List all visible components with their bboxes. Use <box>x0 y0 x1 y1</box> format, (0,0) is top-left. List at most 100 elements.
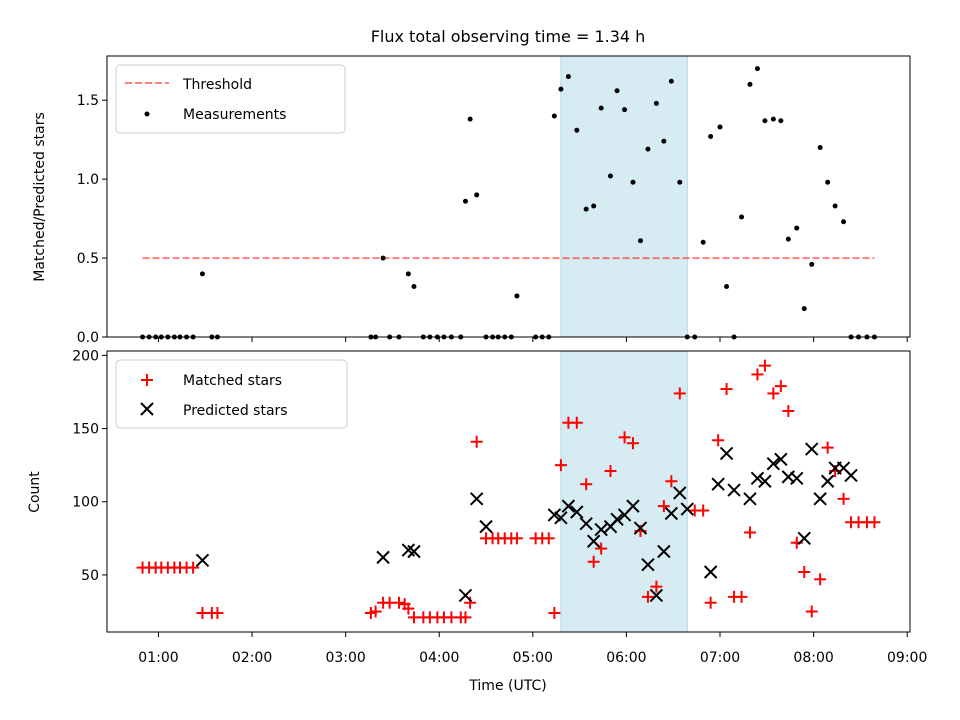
matched-star-point <box>626 437 639 450</box>
matched-star-point <box>641 590 654 603</box>
measurement-point <box>762 118 768 124</box>
measurement-point <box>668 78 674 84</box>
matched-star-point <box>821 441 834 454</box>
bottom-x-tick-label: 04:00 <box>419 650 459 666</box>
predicted-star-point <box>469 492 484 506</box>
bottom-x-ticks: 01:00 02:00 03:00 04:00 05:00 06:00 07:00 08:00… <box>138 632 927 666</box>
predicted-star-point <box>766 456 781 471</box>
predicted-star-point <box>195 553 210 567</box>
measurement-point <box>739 214 745 220</box>
measurement-point <box>770 116 776 122</box>
matched-star-point <box>767 387 780 400</box>
measurement-point <box>199 271 205 277</box>
matched-star-point <box>510 532 523 545</box>
measurement-point <box>614 88 620 94</box>
predicted-star-point <box>750 471 765 486</box>
legend-matched-label: Matched stars <box>183 373 282 389</box>
predicted-star-point <box>743 492 757 506</box>
predicted-star-point <box>586 534 601 548</box>
matched-star-point <box>712 434 725 447</box>
matched-star-point <box>751 368 764 381</box>
matched-star-point <box>774 380 787 393</box>
measurement-point <box>747 81 753 87</box>
matched-star-point <box>393 596 405 609</box>
measurement-point <box>801 306 807 312</box>
measurement-point <box>411 283 417 289</box>
measurement-point <box>661 138 667 144</box>
matched-star-point <box>542 532 555 545</box>
measurement-point <box>405 271 411 277</box>
measurement-point <box>630 179 636 185</box>
bottom-shaded-span <box>560 350 688 633</box>
matched-star-point <box>595 542 608 555</box>
measurement-point <box>817 145 823 151</box>
top-legend-box <box>115 64 346 134</box>
bottom-x-tick-label: 01:00 <box>138 650 178 666</box>
measurement-point <box>622 107 628 113</box>
top-plot-frame <box>106 55 911 338</box>
predicted-star-point <box>790 471 804 486</box>
measurement-point <box>708 134 714 140</box>
matched-star-point <box>868 516 881 529</box>
measurement-point <box>574 127 580 133</box>
measurement-point <box>645 146 651 152</box>
predicted-star-point <box>844 468 858 483</box>
predicted-star-point <box>820 474 835 488</box>
matched-star-point <box>554 459 567 472</box>
bottom-y-axis-label: Count <box>27 471 43 513</box>
matched-star-point <box>673 387 686 400</box>
matched-star-point <box>805 605 818 618</box>
measurement-point <box>565 74 571 80</box>
measurement-point <box>514 293 520 299</box>
matched-star-point <box>369 605 382 618</box>
bottom-x-tick-label: 08:00 <box>793 650 833 666</box>
bottom-x-tick-label: 03:00 <box>325 650 365 666</box>
predicted-star-point <box>633 521 648 535</box>
chart-title: Flux total observing time = 1.34 h <box>371 27 646 46</box>
predicted-star-point <box>657 544 671 559</box>
matched-star-point <box>657 500 670 513</box>
matched-star-point <box>570 416 583 429</box>
predicted-star-point <box>579 516 593 531</box>
top-y-tick-label: 1.0 <box>77 172 99 188</box>
measurement-point <box>467 116 473 122</box>
predicted-star-point <box>719 446 734 461</box>
measurement-point <box>380 255 386 261</box>
predicted-star-point <box>407 544 421 559</box>
measurement-point <box>677 179 683 185</box>
predicted-star-point <box>641 557 655 572</box>
top-y-tick-label: 0.5 <box>77 251 99 267</box>
matched-star-point <box>743 526 756 539</box>
measurement-point <box>841 219 847 225</box>
measurement-point <box>598 105 604 111</box>
predicted-star-point <box>626 499 640 513</box>
top-y-tick-label: 0.0 <box>77 330 99 346</box>
matched-star-point <box>604 465 617 478</box>
measurement-point <box>637 238 643 244</box>
bottom-x-tick-label: 06:00 <box>606 650 646 666</box>
legend-predicted-swatch <box>140 402 154 416</box>
matched-star-point <box>704 596 717 609</box>
bottom-y-tick-label: 50 <box>81 568 99 584</box>
predicted-star-point <box>813 492 827 506</box>
bottom-y-tick-label: 100 <box>72 495 99 511</box>
measurement-point <box>551 113 557 119</box>
matched-star-point <box>211 606 224 619</box>
predicted-star-point <box>570 505 584 519</box>
measurement-point <box>825 179 831 185</box>
predicted-star-point <box>664 506 679 521</box>
top-legend: Threshold Measurements <box>115 64 346 134</box>
measurement-point <box>778 118 784 124</box>
predicted-star-point <box>554 511 568 525</box>
measurement-point <box>462 198 468 204</box>
bottom-y-ticks: 50 100 150 200 <box>72 348 107 584</box>
predicted-stars-points <box>195 442 858 603</box>
measurement-point <box>794 225 800 231</box>
matched-star-point <box>618 431 631 444</box>
bottom-x-tick-label: 09:00 <box>887 650 927 666</box>
measurement-point <box>832 203 838 209</box>
matched-star-point <box>580 478 593 491</box>
bottom-y-tick-label: 150 <box>72 422 99 438</box>
legend-measurements-swatch <box>144 111 150 117</box>
